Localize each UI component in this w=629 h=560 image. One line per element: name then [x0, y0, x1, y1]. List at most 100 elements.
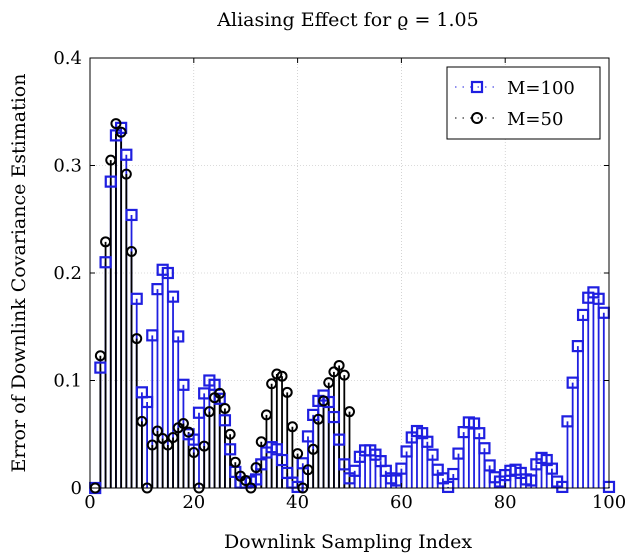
marker-m100 [140, 395, 154, 409]
x-tick-label: 80 [494, 492, 517, 513]
marker-m50 [94, 350, 106, 362]
marker-m50 [240, 474, 252, 486]
marker-m50 [276, 370, 288, 382]
marker-m100 [421, 435, 434, 448]
marker-m100 [177, 378, 190, 391]
marker-m100 [327, 410, 341, 424]
marker-m50 [302, 464, 314, 476]
ticks: 0 20 40 60 80 100 0 0.1 0.2 0.3 0.4 [53, 48, 626, 513]
y-axis-label: Error of Downlink Covariance Estimation [8, 74, 30, 473]
marker-m50 [266, 378, 278, 390]
legend-label-m100: M=100 [507, 78, 575, 99]
marker-m50 [162, 439, 174, 451]
marker-m50 [110, 118, 122, 130]
marker-m100 [473, 427, 486, 440]
marker-m50 [183, 426, 195, 438]
marker-m50 [307, 443, 319, 455]
marker-m50 [328, 366, 340, 378]
x-tick-label: 40 [286, 492, 309, 513]
marker-m100 [161, 266, 174, 280]
marker-m50 [344, 406, 355, 418]
marker-m100 [94, 361, 107, 374]
marker-m100 [426, 448, 439, 461]
marker-m100 [395, 462, 408, 475]
chart-title: Aliasing Effect for ϱ = 1.05 [216, 9, 478, 31]
marker-m50 [260, 409, 272, 421]
y-tick-label: 0.1 [53, 371, 82, 392]
x-tick-label: 60 [390, 492, 413, 513]
marker-m50 [219, 402, 231, 414]
marker-m50 [271, 368, 283, 380]
marker-m50 [151, 425, 163, 437]
marker-m50 [131, 333, 143, 345]
x-tick-label: 20 [182, 492, 205, 513]
y-tick-label: 0.3 [53, 156, 82, 177]
marker-m50 [136, 415, 148, 427]
marker-m100 [99, 256, 112, 269]
legend-box [446, 66, 601, 140]
marker-m100 [561, 415, 574, 428]
marker-m100 [125, 208, 138, 222]
y-tick-label: 0 [71, 478, 82, 499]
x-tick-label: 0 [84, 492, 95, 513]
legend-circle-marker [471, 112, 483, 124]
marker-m100 [172, 330, 185, 343]
marker-m50 [167, 431, 179, 443]
marker-m50 [146, 439, 158, 451]
legend: M=100 M=50 [446, 66, 601, 140]
marker-m50 [120, 168, 132, 180]
marker-m100 [198, 387, 211, 400]
marker-m50 [312, 413, 324, 425]
marker-m100 [104, 175, 117, 188]
marker-m50 [255, 436, 267, 448]
marker-m50 [188, 447, 200, 459]
legend-square-marker [470, 80, 484, 94]
marker-m100 [301, 430, 315, 443]
marker-m100 [400, 445, 413, 458]
marker-m100 [218, 414, 232, 427]
grid [90, 58, 609, 488]
y-tick-label: 0.2 [53, 263, 82, 284]
marker-m50 [250, 462, 262, 474]
marker-m100 [224, 443, 237, 456]
marker-m100 [545, 462, 559, 475]
marker-m50 [333, 359, 345, 371]
marker-m50 [203, 406, 215, 418]
marker-m100 [322, 395, 335, 409]
marker-m100 [566, 376, 579, 389]
marker-m100 [338, 458, 351, 471]
marker-m100 [146, 329, 159, 342]
marker-m50 [100, 236, 112, 248]
marker-m100 [348, 464, 361, 477]
marker-m100 [333, 433, 346, 446]
marker-m100 [592, 292, 605, 305]
marker-m100 [187, 433, 200, 446]
x-tick-label: 100 [592, 492, 626, 513]
marker-m50 [292, 448, 304, 460]
marker-m100 [130, 292, 143, 305]
marker-m50 [126, 246, 138, 257]
marker-m100 [483, 459, 496, 472]
marker-m50 [338, 369, 350, 381]
marker-m100 [525, 474, 538, 487]
marker-m50 [286, 421, 298, 433]
marker-m100 [442, 480, 455, 494]
marker-m100 [275, 453, 289, 467]
marker-m50 [323, 377, 335, 389]
marker-m50 [198, 440, 210, 452]
marker-m100 [576, 308, 590, 322]
x-axis-label: Downlink Sampling Index [224, 531, 472, 553]
markers [89, 118, 616, 495]
marker-m50 [229, 456, 241, 468]
marker-m100 [390, 474, 403, 487]
y-tick-label: 0.4 [53, 48, 82, 69]
marker-m50 [157, 433, 169, 445]
marker-m50 [224, 428, 236, 440]
marker-m100 [151, 283, 164, 296]
marker-m100 [208, 378, 221, 391]
marker-m50 [105, 154, 117, 166]
marker-m50 [214, 387, 226, 399]
marker-m100 [291, 480, 304, 494]
